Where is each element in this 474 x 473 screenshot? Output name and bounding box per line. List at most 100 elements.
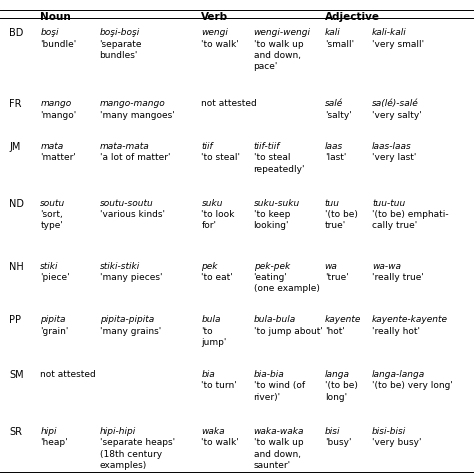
Text: boşi: boşi: [40, 28, 59, 37]
Text: pipita-pipita: pipita-pipita: [100, 315, 154, 324]
Text: wengi: wengi: [201, 28, 228, 37]
Text: bisi-bisi: bisi-bisi: [372, 427, 406, 436]
Text: kayente: kayente: [325, 315, 361, 324]
Text: 'really hot': 'really hot': [372, 327, 420, 336]
Text: 'matter': 'matter': [40, 153, 76, 162]
Text: PP: PP: [9, 315, 21, 325]
Text: laas-laas: laas-laas: [372, 142, 412, 151]
Text: 'busy': 'busy': [325, 438, 351, 447]
Text: 'many pieces': 'many pieces': [100, 273, 162, 282]
Text: 'to walk': 'to walk': [201, 438, 239, 447]
Text: wengi-wengi: wengi-wengi: [254, 28, 310, 37]
Text: 'very busy': 'very busy': [372, 438, 421, 447]
Text: tiif-tiif: tiif-tiif: [254, 142, 280, 151]
Text: tiif: tiif: [201, 142, 213, 151]
Text: bia: bia: [201, 370, 215, 379]
Text: 'to eat': 'to eat': [201, 273, 233, 282]
Text: 'various kinds': 'various kinds': [100, 210, 164, 219]
Text: langa: langa: [325, 370, 350, 379]
Text: mata: mata: [40, 142, 64, 151]
Text: and down,: and down,: [254, 51, 301, 60]
Text: not attested: not attested: [40, 370, 96, 379]
Text: tuu: tuu: [325, 199, 340, 208]
Text: 'eating': 'eating': [254, 273, 287, 282]
Text: mango-mango: mango-mango: [100, 99, 165, 108]
Text: 'heap': 'heap': [40, 438, 68, 447]
Text: 'small': 'small': [325, 40, 354, 49]
Text: river)': river)': [254, 393, 281, 402]
Text: mango: mango: [40, 99, 72, 108]
Text: saunter': saunter': [254, 461, 291, 470]
Text: and down,: and down,: [254, 450, 301, 459]
Text: Verb: Verb: [201, 12, 228, 22]
Text: 'to walk': 'to walk': [201, 40, 239, 49]
Text: looking': looking': [254, 221, 289, 230]
Text: 'to look: 'to look: [201, 210, 235, 219]
Text: '(to be): '(to be): [325, 381, 357, 390]
Text: '(to be) very long': '(to be) very long': [372, 381, 453, 390]
Text: laas: laas: [325, 142, 343, 151]
Text: 'very small': 'very small': [372, 40, 424, 49]
Text: pek-pek: pek-pek: [254, 262, 290, 271]
Text: SR: SR: [9, 427, 22, 437]
Text: JM: JM: [9, 142, 21, 152]
Text: 'really true': 'really true': [372, 273, 424, 282]
Text: 'true': 'true': [325, 273, 348, 282]
Text: soutu-soutu: soutu-soutu: [100, 199, 153, 208]
Text: bula: bula: [201, 315, 221, 324]
Text: pipita: pipita: [40, 315, 66, 324]
Text: stiki-stiki: stiki-stiki: [100, 262, 140, 271]
Text: boşi-boşi: boşi-boşi: [100, 28, 140, 37]
Text: repeatedly': repeatedly': [254, 165, 305, 174]
Text: 'to wind (of: 'to wind (of: [254, 381, 305, 390]
Text: 'to: 'to: [201, 327, 213, 336]
Text: 'mango': 'mango': [40, 111, 76, 120]
Text: waka: waka: [201, 427, 225, 436]
Text: FR: FR: [9, 99, 22, 109]
Text: not attested: not attested: [201, 99, 257, 108]
Text: for': for': [201, 221, 217, 230]
Text: hipi: hipi: [40, 427, 57, 436]
Text: jump': jump': [201, 338, 227, 347]
Text: ND: ND: [9, 199, 25, 209]
Text: 'many mangoes': 'many mangoes': [100, 111, 174, 120]
Text: wa: wa: [325, 262, 337, 271]
Text: sa(lé)-salé: sa(lé)-salé: [372, 99, 419, 108]
Text: waka-waka: waka-waka: [254, 427, 304, 436]
Text: 'to steal': 'to steal': [201, 153, 240, 162]
Text: examples): examples): [100, 461, 147, 470]
Text: 'hot': 'hot': [325, 327, 345, 336]
Text: BD: BD: [9, 28, 24, 38]
Text: suku-suku: suku-suku: [254, 199, 300, 208]
Text: hipi-hipi: hipi-hipi: [100, 427, 136, 436]
Text: bia-bia: bia-bia: [254, 370, 284, 379]
Text: 'piece': 'piece': [40, 273, 70, 282]
Text: '(to be) emphati-: '(to be) emphati-: [372, 210, 449, 219]
Text: '(to be): '(to be): [325, 210, 357, 219]
Text: 'last': 'last': [325, 153, 346, 162]
Text: bisi: bisi: [325, 427, 340, 436]
Text: mata-mata: mata-mata: [100, 142, 149, 151]
Text: kali: kali: [325, 28, 340, 37]
Text: tuu-tuu: tuu-tuu: [372, 199, 405, 208]
Text: 'salty': 'salty': [325, 111, 351, 120]
Text: wa-wa: wa-wa: [372, 262, 401, 271]
Text: 'separate heaps': 'separate heaps': [100, 438, 174, 447]
Text: Adjective: Adjective: [325, 12, 380, 22]
Text: 'separate: 'separate: [100, 40, 142, 49]
Text: bula-bula: bula-bula: [254, 315, 296, 324]
Text: NH: NH: [9, 262, 24, 272]
Text: 'many grains': 'many grains': [100, 327, 161, 336]
Text: true': true': [325, 221, 346, 230]
Text: 'to walk up: 'to walk up: [254, 40, 303, 49]
Text: 'grain': 'grain': [40, 327, 69, 336]
Text: 'to walk up: 'to walk up: [254, 438, 303, 447]
Text: Noun: Noun: [40, 12, 71, 22]
Text: 'to jump about': 'to jump about': [254, 327, 322, 336]
Text: kali-kali: kali-kali: [372, 28, 407, 37]
Text: 'to steal: 'to steal: [254, 153, 290, 162]
Text: 'sort,: 'sort,: [40, 210, 63, 219]
Text: 'very salty': 'very salty': [372, 111, 422, 120]
Text: bundles': bundles': [100, 51, 138, 60]
Text: (one example): (one example): [254, 284, 319, 293]
